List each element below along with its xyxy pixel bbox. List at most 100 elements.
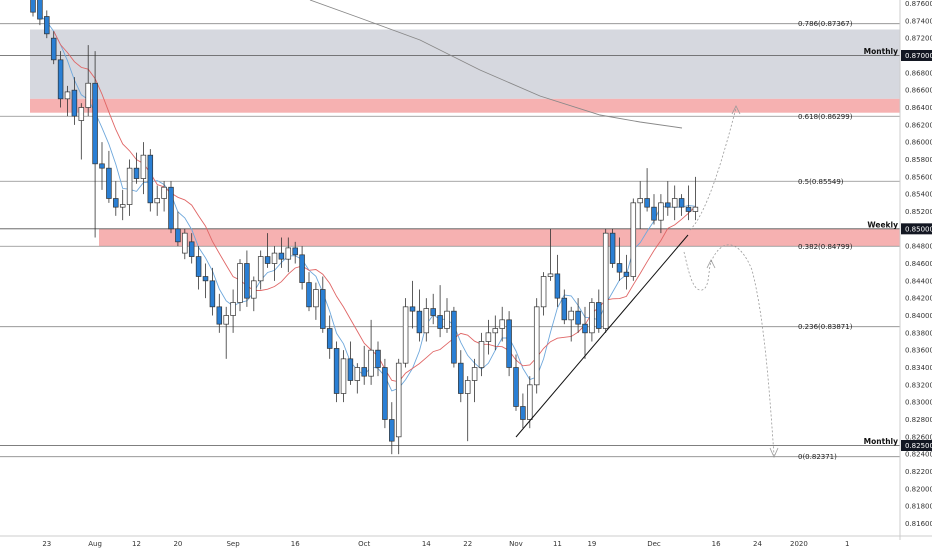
candle[interactable] — [589, 298, 595, 342]
candle[interactable] — [237, 259, 243, 312]
candle[interactable] — [561, 289, 568, 325]
candle[interactable] — [244, 250, 250, 307]
candle[interactable] — [651, 194, 657, 225]
candle[interactable] — [57, 51, 64, 108]
candle[interactable] — [471, 358, 478, 403]
candle[interactable] — [202, 263, 209, 299]
candle[interactable] — [375, 341, 381, 377]
candle[interactable] — [637, 181, 643, 229]
candle[interactable] — [37, 0, 43, 26]
candle[interactable] — [568, 306, 574, 342]
candle[interactable] — [499, 306, 505, 342]
candle[interactable] — [182, 228, 188, 260]
candle[interactable] — [451, 306, 457, 368]
bearish-projection-path[interactable] — [710, 244, 775, 456]
candle[interactable] — [71, 77, 78, 125]
candle[interactable] — [106, 150, 112, 203]
candle[interactable] — [216, 293, 223, 333]
candle[interactable] — [527, 376, 533, 429]
candle[interactable] — [402, 298, 409, 368]
candle[interactable] — [665, 181, 671, 216]
candle[interactable] — [430, 293, 436, 325]
candle[interactable] — [437, 285, 443, 338]
candle[interactable] — [423, 298, 430, 342]
candle[interactable] — [140, 142, 147, 195]
candle[interactable] — [271, 246, 278, 281]
candle[interactable] — [126, 159, 133, 216]
candle[interactable] — [685, 185, 692, 221]
candle[interactable] — [292, 241, 298, 264]
candle[interactable] — [161, 181, 167, 212]
candle[interactable] — [257, 250, 264, 290]
candle[interactable] — [692, 176, 699, 221]
candle[interactable] — [230, 289, 236, 333]
candle[interactable] — [133, 152, 140, 184]
candle[interactable] — [671, 185, 678, 221]
candle[interactable] — [464, 376, 471, 442]
candle[interactable] — [644, 168, 650, 212]
candle[interactable] — [630, 198, 637, 281]
candle[interactable] — [223, 306, 229, 359]
candle[interactable] — [50, 31, 57, 65]
candle[interactable] — [547, 228, 554, 281]
candle[interactable] — [382, 358, 388, 429]
candle[interactable] — [658, 194, 664, 234]
candle[interactable] — [478, 332, 485, 377]
candle[interactable] — [409, 280, 416, 329]
candle[interactable] — [147, 149, 154, 212]
retest-projection-path[interactable] — [683, 251, 712, 291]
candle[interactable] — [64, 85, 71, 117]
candle[interactable] — [492, 315, 499, 351]
candle[interactable] — [264, 233, 271, 268]
candle[interactable] — [306, 272, 312, 312]
candle[interactable] — [444, 298, 450, 333]
candle[interactable] — [513, 354, 519, 411]
candle[interactable] — [44, 10, 50, 39]
candle[interactable] — [506, 311, 512, 377]
candle[interactable] — [361, 345, 367, 385]
candle[interactable] — [485, 319, 492, 355]
candle[interactable] — [616, 237, 623, 281]
candle[interactable] — [623, 254, 630, 290]
candle[interactable] — [313, 282, 319, 320]
candle[interactable] — [168, 181, 174, 234]
candle[interactable] — [320, 276, 326, 333]
candle[interactable] — [285, 237, 292, 273]
candle[interactable] — [154, 185, 160, 216]
candle[interactable] — [575, 298, 581, 333]
candle[interactable] — [99, 142, 105, 190]
candle[interactable] — [299, 246, 305, 290]
candle[interactable] — [92, 51, 98, 238]
candle[interactable] — [347, 341, 354, 385]
candle[interactable] — [195, 246, 202, 290]
candle[interactable] — [609, 228, 616, 268]
candle[interactable] — [30, 0, 36, 17]
candle[interactable] — [354, 363, 361, 394]
candle[interactable] — [678, 194, 685, 216]
candle[interactable] — [389, 402, 395, 455]
candle[interactable] — [520, 393, 526, 429]
candle[interactable] — [188, 233, 195, 264]
candle[interactable] — [368, 319, 374, 385]
candle[interactable] — [582, 306, 588, 359]
candle[interactable] — [596, 289, 602, 333]
candle[interactable] — [119, 189, 126, 221]
bullish-projection-path[interactable] — [689, 107, 737, 231]
candle[interactable] — [326, 315, 333, 359]
candle[interactable] — [251, 276, 257, 312]
candle[interactable] — [209, 267, 216, 316]
candle[interactable] — [85, 45, 91, 117]
candle[interactable] — [175, 211, 181, 247]
candle[interactable] — [540, 272, 547, 316]
candle[interactable] — [113, 181, 119, 216]
ascending-trendline[interactable] — [515, 234, 689, 438]
candle[interactable] — [395, 358, 402, 455]
candle[interactable] — [278, 237, 285, 268]
candle[interactable] — [458, 350, 464, 403]
candle[interactable] — [602, 228, 609, 333]
candle[interactable] — [533, 298, 540, 394]
candle[interactable] — [416, 289, 423, 342]
candle[interactable] — [554, 254, 561, 307]
candle[interactable] — [333, 341, 340, 403]
